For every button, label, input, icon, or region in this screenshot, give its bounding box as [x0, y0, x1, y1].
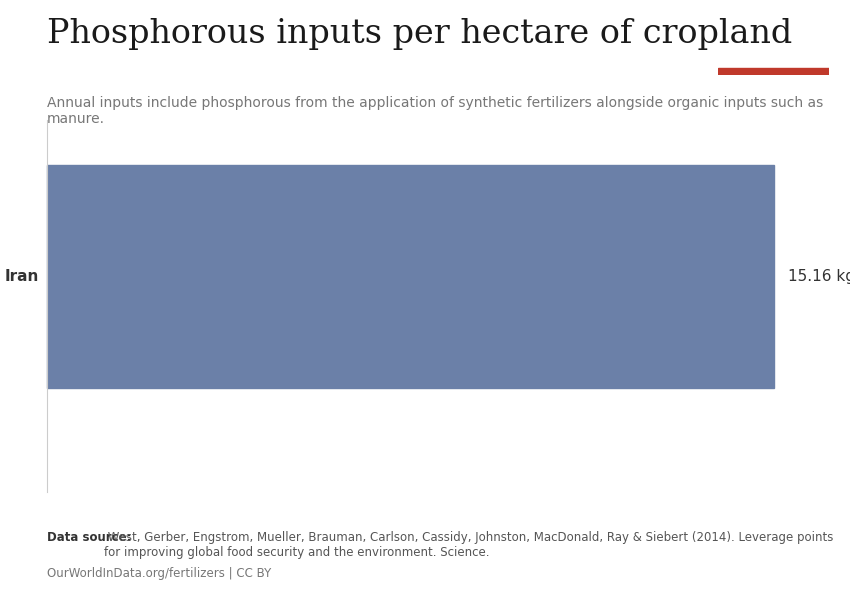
- Text: Phosphorous inputs per hectare of cropland: Phosphorous inputs per hectare of cropla…: [47, 18, 792, 50]
- Bar: [47, 164, 774, 388]
- Text: OurWorldInData.org/fertilizers | CC BY: OurWorldInData.org/fertilizers | CC BY: [47, 567, 271, 580]
- Text: Our World
in Data: Our World in Data: [744, 30, 803, 54]
- Text: West, Gerber, Engstrom, Mueller, Brauman, Carlson, Cassidy, Johnston, MacDonald,: West, Gerber, Engstrom, Mueller, Brauman…: [104, 531, 833, 559]
- Bar: [718, 68, 829, 75]
- Text: Annual inputs include phosphorous from the application of synthetic fertilizers : Annual inputs include phosphorous from t…: [47, 96, 823, 126]
- Text: 15.16 kg: 15.16 kg: [788, 269, 850, 284]
- Text: Iran: Iran: [5, 269, 39, 284]
- Text: Data source:: Data source:: [47, 531, 131, 544]
